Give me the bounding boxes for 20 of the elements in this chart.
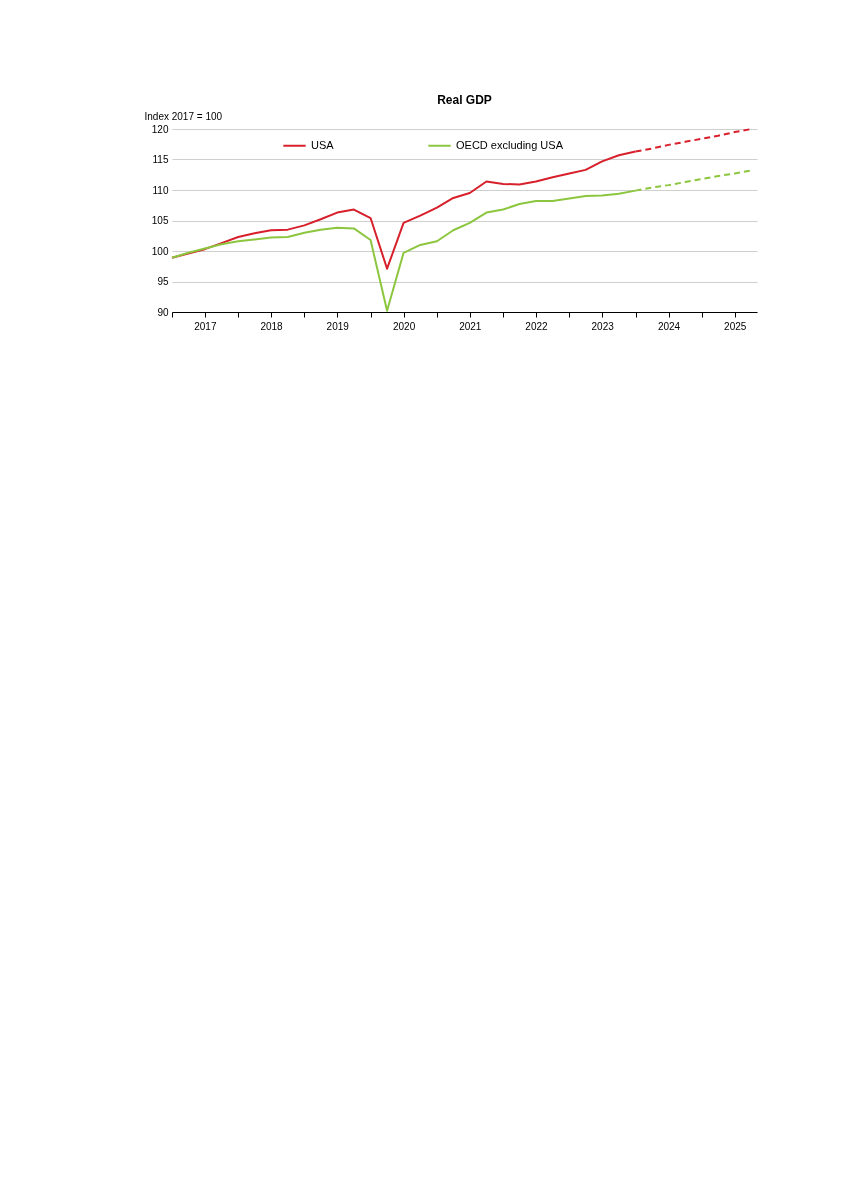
x-tick-label: 2020 <box>392 320 416 332</box>
y-tick-label: 120 <box>151 123 169 135</box>
x-tick-label: 2025 <box>724 320 747 332</box>
y-tick-label: 90 <box>157 306 169 318</box>
x-tick-label: 2019 <box>326 320 350 332</box>
y-axis-title: Index 2017 = 100 <box>144 110 223 122</box>
y-tick-label: 115 <box>152 154 169 165</box>
legend-label: OECD excluding USA <box>456 138 564 151</box>
x-tick-label: 2023 <box>591 320 615 332</box>
x-tick-label: 2018 <box>260 320 284 332</box>
x-tick-label: 2022 <box>525 320 549 332</box>
legend-label: USA <box>311 138 335 151</box>
x-tick-label: 2024 <box>657 320 681 332</box>
y-tick-label: 100 <box>151 245 169 257</box>
y-tick-label: 110 <box>152 184 169 196</box>
chart-title: Real GDP <box>437 93 492 107</box>
x-tick-label: 2021 <box>459 320 482 332</box>
y-tick-label: 105 <box>151 215 169 226</box>
y-tick-label: 95 <box>157 276 169 287</box>
x-tick-label: 2017 <box>194 320 217 332</box>
